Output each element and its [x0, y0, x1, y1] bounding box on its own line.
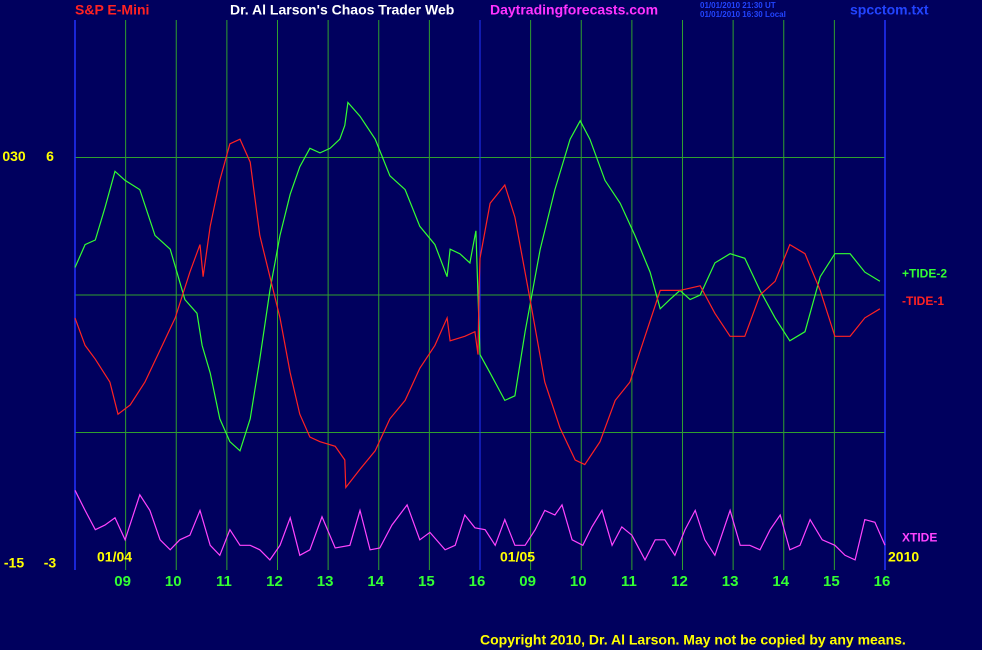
date-label: 2010 [888, 549, 919, 565]
date-label: 01/04 [97, 549, 132, 565]
x-tick-label: 16 [469, 573, 486, 590]
x-tick-label: 13 [722, 573, 739, 590]
x-tick-label: 10 [165, 573, 182, 590]
x-tick-label: 14 [772, 573, 789, 590]
x-tick-label: 15 [418, 573, 435, 590]
x-tick-label: 10 [570, 573, 587, 590]
chart-title: S&P E-Mini [75, 2, 149, 18]
x-tick-label: 15 [823, 573, 840, 590]
x-tick-label: 16 [874, 573, 891, 590]
x-tick-label: 09 [114, 573, 131, 590]
legend-label: +TIDE-2 [902, 266, 947, 280]
x-tick-label: 13 [317, 573, 334, 590]
x-tick-label: 09 [519, 573, 536, 590]
y2-tick-label: 030 [2, 148, 26, 164]
legend-label: XTIDE [902, 530, 937, 544]
series-line [74, 101, 881, 452]
y-tick-label: -3 [44, 555, 57, 571]
date-label: 01/05 [500, 549, 535, 565]
y-tick-label: 6 [46, 148, 54, 164]
series-line [74, 490, 886, 562]
chart-subtitle: Dr. Al Larson's Chaos Trader Web [230, 2, 454, 18]
x-tick-label: 11 [621, 573, 637, 590]
timestamp: 01/01/2010 16:30 Local [700, 10, 786, 19]
x-tick-label: 14 [367, 573, 384, 590]
site-name: Daytradingforecasts.com [490, 2, 658, 18]
legend-label: -TIDE-1 [902, 294, 944, 308]
timestamp: 01/01/2010 21:30 UT [700, 1, 776, 10]
y2-tick-label: -15 [4, 555, 24, 571]
x-tick-label: 12 [266, 573, 283, 590]
x-tick-label: 12 [671, 573, 688, 590]
x-tick-label: 11 [216, 573, 232, 590]
series-line [74, 138, 881, 490]
copyright: Copyright 2010, Dr. Al Larson. May not b… [480, 632, 906, 648]
file-name: spcctom.txt [850, 2, 929, 18]
